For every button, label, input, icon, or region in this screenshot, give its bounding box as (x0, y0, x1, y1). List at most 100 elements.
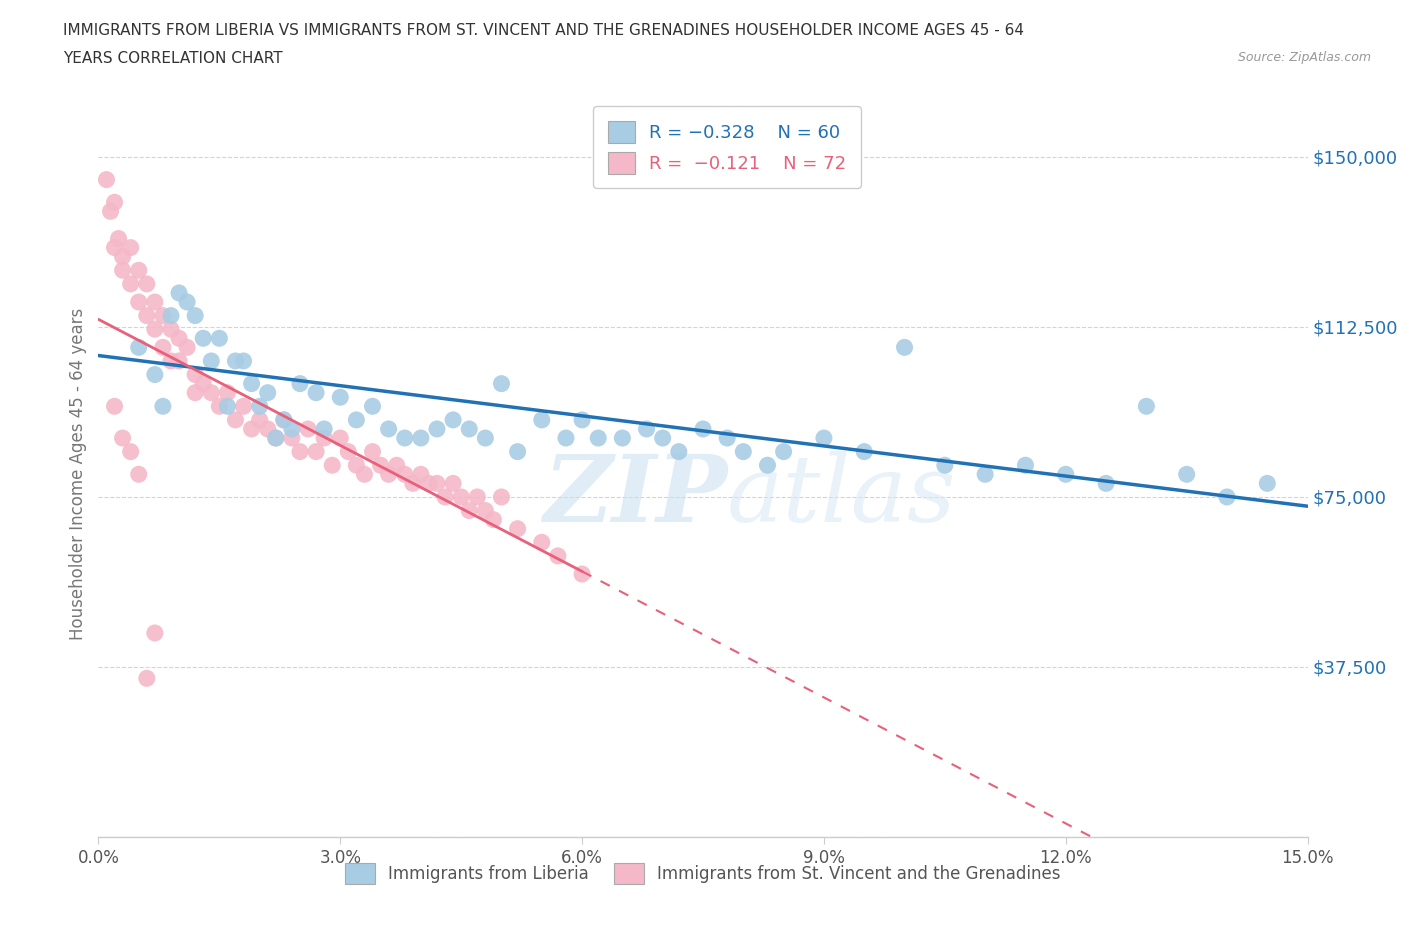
Point (409, 467, 432, 482)
Point (103, 195, 125, 210)
Point (111, 249, 134, 264)
Point (232, 353, 254, 368)
Point (491, 377, 513, 392)
Point (297, 421, 319, 436)
Point (612, 431, 634, 445)
Text: Source: ZipAtlas.com: Source: ZipAtlas.com (1237, 51, 1371, 64)
Point (152, 82, 174, 97)
Point (441, 476, 464, 491)
Point (128, 295, 150, 310)
Point (733, 445, 755, 459)
Point (249, 399, 271, 414)
Point (1135, 399, 1157, 414)
Text: ZIP: ZIP (543, 451, 727, 541)
Point (281, 421, 304, 436)
Point (288, 445, 311, 459)
Point (474, 431, 496, 445)
Point (152, 308, 174, 323)
Point (1095, 476, 1118, 491)
Point (377, 467, 399, 482)
Point (160, 353, 183, 368)
Point (240, 421, 263, 436)
Point (474, 503, 496, 518)
Point (176, 295, 198, 310)
Point (586, 431, 609, 445)
Point (692, 421, 714, 436)
Point (193, 377, 215, 392)
Point (530, 413, 553, 428)
Point (571, 566, 593, 581)
Point (240, 377, 263, 392)
Point (176, 340, 198, 355)
Point (256, 385, 278, 400)
Point (143, 626, 166, 641)
Point (465, 489, 488, 504)
Point (314, 421, 336, 436)
Point (361, 445, 384, 459)
Point (450, 489, 472, 504)
Point (530, 535, 553, 550)
Point (636, 421, 658, 436)
Point (716, 431, 738, 445)
Point (344, 413, 367, 428)
Point (160, 308, 183, 323)
Point (426, 476, 449, 491)
Point (128, 340, 150, 355)
Point (167, 331, 190, 346)
Point (370, 458, 392, 472)
Point (314, 431, 336, 445)
Point (482, 512, 505, 527)
Point (135, 276, 157, 291)
Point (1216, 489, 1239, 504)
Point (321, 458, 343, 472)
Point (184, 385, 207, 400)
Point (128, 263, 150, 278)
Point (329, 431, 352, 445)
Point (394, 467, 416, 482)
Point (491, 489, 513, 504)
Point (232, 399, 254, 414)
Point (813, 431, 835, 445)
Point (217, 399, 239, 414)
Point (184, 308, 207, 323)
Point (402, 476, 425, 491)
Point (377, 421, 399, 436)
Point (128, 467, 150, 482)
Point (273, 413, 295, 428)
Point (409, 431, 432, 445)
Point (111, 263, 134, 278)
Point (974, 467, 997, 482)
Point (1175, 467, 1198, 482)
Point (273, 413, 295, 428)
Point (224, 353, 246, 368)
Point (1054, 467, 1077, 482)
Point (193, 331, 215, 346)
Point (506, 445, 529, 459)
Point (208, 331, 231, 346)
Y-axis label: Householder Income Ages 45 - 64 years: Householder Income Ages 45 - 64 years (69, 308, 87, 641)
Point (555, 431, 578, 445)
Text: IMMIGRANTS FROM LIBERIA VS IMMIGRANTS FROM ST. VINCENT AND THE GRENADINES HOUSEH: IMMIGRANTS FROM LIBERIA VS IMMIGRANTS FR… (63, 23, 1024, 38)
Point (1256, 476, 1278, 491)
Point (143, 322, 166, 337)
Point (394, 431, 416, 445)
Text: YEARS CORRELATION CHART: YEARS CORRELATION CHART (63, 51, 283, 66)
Point (135, 671, 157, 685)
Point (96, 172, 118, 187)
Point (167, 353, 190, 368)
Point (167, 286, 190, 300)
Point (385, 458, 408, 472)
Point (418, 476, 440, 491)
Point (651, 431, 673, 445)
Point (135, 308, 157, 323)
Point (107, 232, 129, 246)
Point (571, 413, 593, 428)
Point (893, 340, 915, 355)
Point (344, 458, 367, 472)
Point (160, 322, 183, 337)
Point (100, 204, 122, 219)
Point (184, 367, 207, 382)
Point (120, 276, 142, 291)
Point (288, 377, 311, 392)
Point (281, 431, 304, 445)
